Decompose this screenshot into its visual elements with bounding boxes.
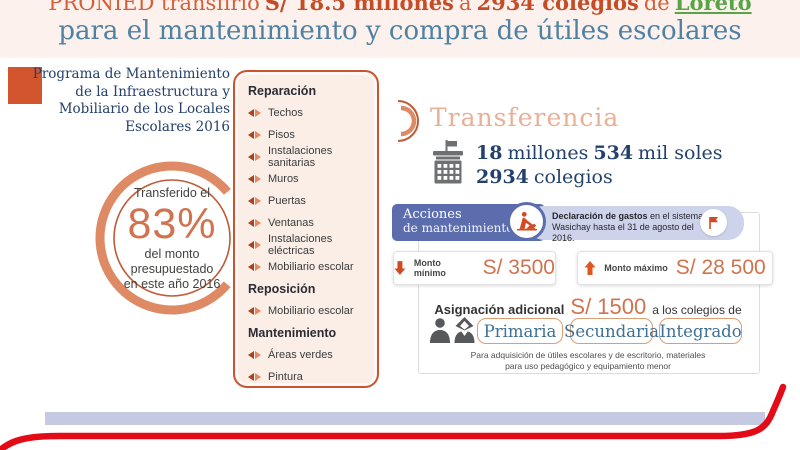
arrows-icon (248, 307, 261, 315)
donut-sub3: en este año 2016 (123, 277, 221, 291)
pill-secundaria: Secundaria (564, 318, 659, 344)
list-item: Puertas (248, 190, 371, 212)
banner-title1: Acciones (403, 207, 462, 222)
min-amount-card: Monto mínimo S/ 3500 (393, 251, 556, 285)
list-section-title: Mantenimiento (248, 326, 337, 340)
arrows-icon (248, 153, 261, 161)
list-item: Muros (248, 168, 371, 190)
list-item: Techos (248, 102, 371, 124)
list-item: Ventanas (248, 212, 371, 234)
donut-intro: Transferido el (134, 186, 210, 200)
allocation-value: S/ 1500 (570, 294, 647, 319)
allocation-note-line2: para uso pedagógico y equipamiento menor (505, 360, 671, 371)
allocation-label: Asignación adicional (434, 302, 565, 317)
actions-list-box: Reparación Techos Pisos Instalaciones sa… (233, 70, 379, 388)
list-item-label: Instalaciones sanitarias (268, 145, 333, 169)
min-amount-label: Monto mínimo (413, 258, 446, 278)
list-section-title: Reposición (248, 282, 316, 296)
down-arrow-icon (394, 261, 406, 275)
arrows-icon (248, 373, 261, 381)
construction-worker-icon (516, 211, 537, 231)
transfer-amount-word2: mil soles (638, 142, 723, 164)
allocation-note: Para adquisición de útiles escolares y d… (418, 350, 758, 371)
students-icons (430, 317, 475, 343)
list-item: Mobiliario escolar (248, 256, 371, 278)
arrows-icon (248, 351, 261, 359)
transfer-schools-word: colegios (533, 166, 613, 188)
headline-mid2: de (643, 0, 670, 15)
worker-badge (507, 202, 546, 241)
headline-pre: PRONIED transfirió (48, 0, 260, 15)
list-item-label: Pisos (268, 129, 295, 141)
up-arrow-icon (584, 261, 596, 275)
footer-bar (45, 412, 765, 425)
arrows-icon (248, 175, 261, 183)
allocation-line: Asignación adicional S/ 1500 a los coleg… (418, 294, 758, 320)
donut-percent: 83% (127, 200, 217, 248)
headline-amount: S/ 18.5 millones (264, 0, 454, 15)
school-building-icon (433, 140, 463, 184)
arrows-icon (248, 219, 261, 227)
list-item-label: Mobiliario escolar (268, 261, 354, 273)
list-item-label: Techos (268, 107, 303, 119)
declaration-bold: Declaración de gastos (552, 211, 648, 221)
flag-icon (708, 216, 718, 229)
transfer-amount: 18 millones 534 mil soles (476, 142, 776, 164)
transfer-amount-millions: 18 (476, 142, 503, 164)
list-section-title: Reparación (248, 84, 317, 98)
allocation-note-line1: Para adquisición de útiles escolares y d… (470, 350, 706, 360)
arrows-icon (248, 263, 261, 271)
header-band (0, 0, 800, 58)
transfer-title: Transferencia (430, 103, 620, 132)
pill-primaria: Primaria (477, 318, 563, 344)
pill-integrado: Integrado (659, 318, 742, 344)
headline-region-link: Loreto (674, 0, 752, 15)
list-item: Instalaciones sanitarias (248, 145, 371, 169)
arrows-icon (248, 131, 261, 139)
max-amount-value: S/ 28 500 (675, 256, 766, 279)
headline-line1: PRONIED transfirió S/ 18.5 millones a 29… (0, 0, 800, 15)
list-item: Instalaciones eléctricas (248, 233, 371, 257)
min-amount-value: S/ 3500 (482, 256, 555, 279)
list-item-label: Instalaciones eléctricas (268, 233, 333, 257)
accent-square (8, 67, 42, 104)
headline-line2: para el mantenimiento y compra de útiles… (58, 16, 742, 46)
arc-icon (397, 100, 419, 142)
list-item-label: Mobiliario escolar (268, 305, 354, 317)
arrows-icon (248, 197, 261, 205)
allocation-suffix: a los colegios de (652, 303, 742, 317)
list-item-label: Puertas (268, 195, 306, 207)
donut-label: Transferido el 83% del monto presupuesta… (105, 186, 239, 292)
headline-mid1: a (458, 0, 472, 15)
list-item: Pisos (248, 124, 371, 146)
arrows-icon (248, 109, 261, 117)
arrows-icon (248, 241, 261, 249)
list-item: Mobiliario escolar (248, 300, 371, 322)
max-amount-label: Monto máximo (604, 263, 668, 273)
declaration-rest: en el sistema Wasichay hasta el 31 de ag… (552, 211, 704, 243)
female-student-icon (454, 317, 475, 343)
list-item-label: Pintura (268, 371, 303, 383)
wasichay-badge (700, 209, 727, 236)
program-title: Programa de Mantenimiento de la Infraest… (32, 66, 230, 135)
transfer-schools: 2934 colegios (476, 166, 776, 188)
transfer-schools-count: 2934 (476, 166, 529, 188)
donut-chart (95, 161, 249, 315)
transfer-amount-word1: millones (507, 142, 589, 164)
max-amount-card: Monto máximo S/ 28 500 (577, 251, 773, 285)
donut-sub2: presupuestado (130, 262, 214, 276)
male-student-icon (430, 318, 450, 343)
list-item-label: Áreas verdes (268, 349, 333, 361)
list-item: Pintura (248, 366, 371, 388)
headline-schools: 2934 colegios (476, 0, 639, 15)
list-item: Áreas verdes (248, 344, 371, 366)
banner-title2: de mantenimiento (403, 221, 514, 235)
donut-sub1: del monto (144, 247, 200, 261)
transfer-amount-thousands: 534 (593, 142, 634, 164)
list-item-label: Ventanas (268, 217, 314, 229)
list-item-label: Muros (268, 173, 299, 185)
